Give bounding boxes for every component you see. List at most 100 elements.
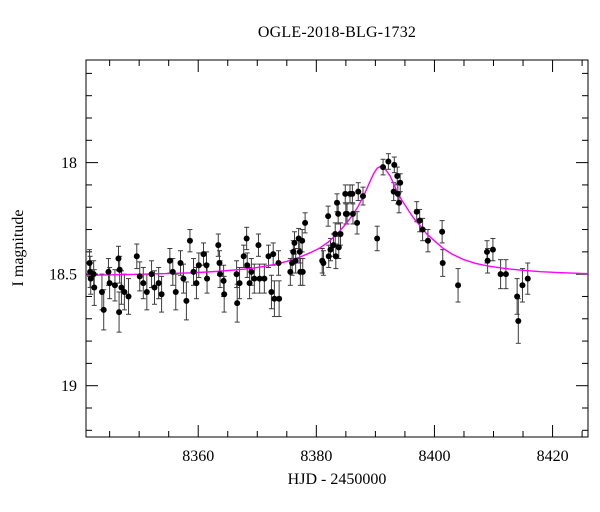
- data-point: [265, 253, 272, 260]
- data-point: [270, 251, 277, 258]
- data-point: [133, 253, 140, 260]
- data-point: [136, 273, 143, 280]
- data-point: [116, 266, 123, 273]
- data-point: [140, 280, 147, 287]
- data-point: [332, 231, 339, 237]
- data-point: [325, 213, 332, 220]
- data-point: [335, 244, 342, 251]
- plot-frame: [85, 59, 589, 438]
- data-point: [391, 161, 398, 168]
- data-point: [515, 318, 522, 324]
- data-point: [397, 179, 404, 186]
- data-point: [244, 262, 251, 269]
- data-point: [514, 293, 521, 300]
- y-axis-label: I magnitude: [10, 209, 27, 287]
- data-point: [359, 193, 366, 200]
- data-point: [200, 251, 207, 258]
- data-point: [413, 208, 420, 215]
- data-point: [186, 237, 193, 244]
- y-tick-label: 18: [61, 155, 77, 172]
- data-point: [291, 239, 298, 246]
- data-point: [195, 262, 202, 269]
- data-point: [484, 257, 491, 264]
- data-point: [180, 275, 187, 282]
- data-point: [183, 297, 190, 304]
- data-point: [255, 242, 262, 249]
- data-point: [519, 282, 526, 289]
- chart-title: OGLE-2018-BLG-1732: [257, 24, 417, 41]
- data-point: [292, 257, 299, 264]
- data-point: [166, 257, 173, 264]
- y-tick-label: 19: [61, 378, 77, 395]
- data-point: [349, 210, 356, 217]
- data-point: [455, 282, 462, 289]
- data-point: [416, 217, 423, 224]
- data-point: [121, 289, 128, 295]
- data-point: [243, 235, 250, 242]
- data-point: [261, 275, 268, 282]
- data-point: [424, 237, 431, 244]
- data-point: [276, 295, 283, 302]
- data-point: [125, 293, 132, 300]
- data-point: [394, 173, 401, 179]
- x-tick-label: 8360: [182, 448, 214, 465]
- data-point: [296, 248, 303, 255]
- x-tick-label: 8420: [537, 448, 569, 465]
- data-point: [354, 219, 361, 226]
- data-point: [332, 253, 339, 260]
- data-point: [334, 199, 340, 206]
- data-point: [287, 268, 294, 275]
- data-point: [143, 289, 150, 295]
- data-point: [236, 280, 243, 287]
- x-axis-label: HJD - 2450000: [287, 471, 387, 488]
- data-point: [256, 275, 263, 282]
- data-point: [87, 275, 94, 282]
- data-point: [193, 280, 200, 287]
- data-point: [98, 289, 105, 295]
- data-point: [234, 300, 241, 307]
- data-point: [374, 235, 381, 242]
- data-point: [251, 275, 258, 282]
- data-point: [158, 291, 165, 298]
- data-point: [344, 210, 351, 217]
- model-curve: [85, 165, 589, 276]
- data-point: [105, 268, 112, 275]
- data-point: [100, 306, 107, 313]
- data-point: [86, 260, 93, 266]
- data-point: [248, 268, 255, 275]
- data-point: [385, 158, 392, 165]
- data-point: [380, 164, 387, 171]
- data-point: [271, 295, 278, 302]
- data-point: [497, 271, 504, 278]
- data-point: [246, 280, 253, 287]
- data-point: [302, 219, 309, 226]
- data-point: [439, 260, 446, 266]
- data-point: [419, 226, 426, 233]
- data-point: [115, 255, 122, 262]
- data-point: [290, 248, 297, 255]
- data-point: [177, 260, 184, 266]
- data-point: [116, 309, 123, 316]
- data-point: [337, 231, 344, 237]
- data-point: [240, 253, 247, 260]
- data-point: [524, 275, 531, 282]
- data-point: [268, 289, 275, 295]
- data-point: [330, 242, 337, 249]
- data-point: [217, 271, 224, 278]
- data-point: [320, 260, 327, 266]
- data-point: [118, 284, 125, 291]
- data-point: [342, 190, 349, 197]
- data-point: [106, 280, 113, 287]
- data-point: [484, 248, 491, 255]
- data-point: [169, 268, 176, 275]
- data-point: [203, 262, 210, 269]
- data-point: [396, 199, 403, 206]
- data-point: [220, 277, 227, 284]
- data-point: [349, 190, 356, 197]
- data-point: [90, 271, 97, 278]
- data-point: [155, 280, 162, 287]
- data-point: [148, 271, 155, 278]
- data-point: [325, 253, 332, 260]
